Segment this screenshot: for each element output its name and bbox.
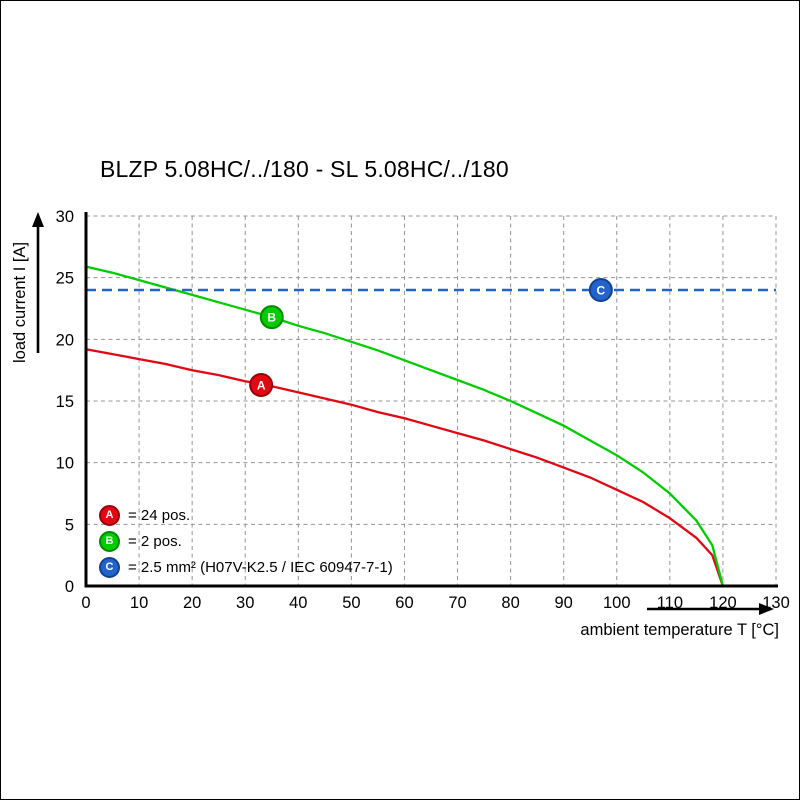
svg-text:100: 100	[603, 594, 631, 612]
svg-text:0: 0	[65, 578, 74, 596]
legend-item-2pos: B = 2 pos.	[99, 528, 393, 554]
legend-item-wire: C = 2.5 mm² (H07V-K2.5 / IEC 60947-7-1)	[99, 554, 393, 580]
svg-text:10: 10	[130, 594, 148, 612]
svg-text:B: B	[267, 311, 276, 325]
svg-text:15: 15	[56, 393, 74, 411]
svg-text:30: 30	[236, 594, 254, 612]
svg-text:20: 20	[183, 594, 201, 612]
svg-text:A: A	[257, 378, 266, 392]
svg-text:90: 90	[555, 594, 573, 612]
svg-text:50: 50	[342, 594, 360, 612]
legend-marker-b-icon: B	[99, 530, 120, 552]
svg-text:120: 120	[709, 594, 737, 612]
chart-title: BLZP 5.08HC/../180 - SL 5.08HC/../180	[100, 156, 509, 182]
svg-text:110: 110	[657, 594, 683, 612]
x-axis-label: ambient temperature T [°C]	[580, 621, 779, 639]
legend-item-24pos: A = 24 pos.	[99, 502, 393, 528]
legend-letter-b: B	[105, 535, 114, 547]
svg-text:40: 40	[289, 594, 307, 612]
y-axis-label: load current I [A]	[11, 242, 29, 363]
svg-text:5: 5	[65, 516, 74, 534]
svg-text:60: 60	[395, 594, 413, 612]
legend: A = 24 pos. B = 2 pos. C = 2.5 mm² (H07V…	[99, 502, 393, 580]
svg-text:70: 70	[448, 594, 466, 612]
svg-text:C: C	[597, 284, 606, 298]
y-axis-arrow	[32, 212, 44, 353]
svg-text:20: 20	[56, 331, 74, 349]
legend-label-c: = 2.5 mm² (H07V-K2.5 / IEC 60947-7-1)	[128, 558, 393, 576]
legend-marker-a-icon: A	[99, 504, 120, 526]
svg-text:30: 30	[56, 208, 74, 226]
legend-letter-a: A	[105, 509, 114, 521]
svg-text:130: 130	[762, 594, 790, 612]
legend-label-b: = 2 pos.	[128, 532, 182, 550]
legend-label-a: = 24 pos.	[128, 506, 191, 524]
svg-text:25: 25	[56, 270, 74, 288]
legend-marker-c-icon: C	[99, 556, 120, 578]
legend-letter-c: C	[105, 561, 114, 573]
svg-text:80: 80	[501, 594, 519, 612]
svg-text:0: 0	[81, 594, 90, 612]
x-axis-arrow	[647, 603, 774, 615]
svg-text:10: 10	[56, 455, 74, 473]
